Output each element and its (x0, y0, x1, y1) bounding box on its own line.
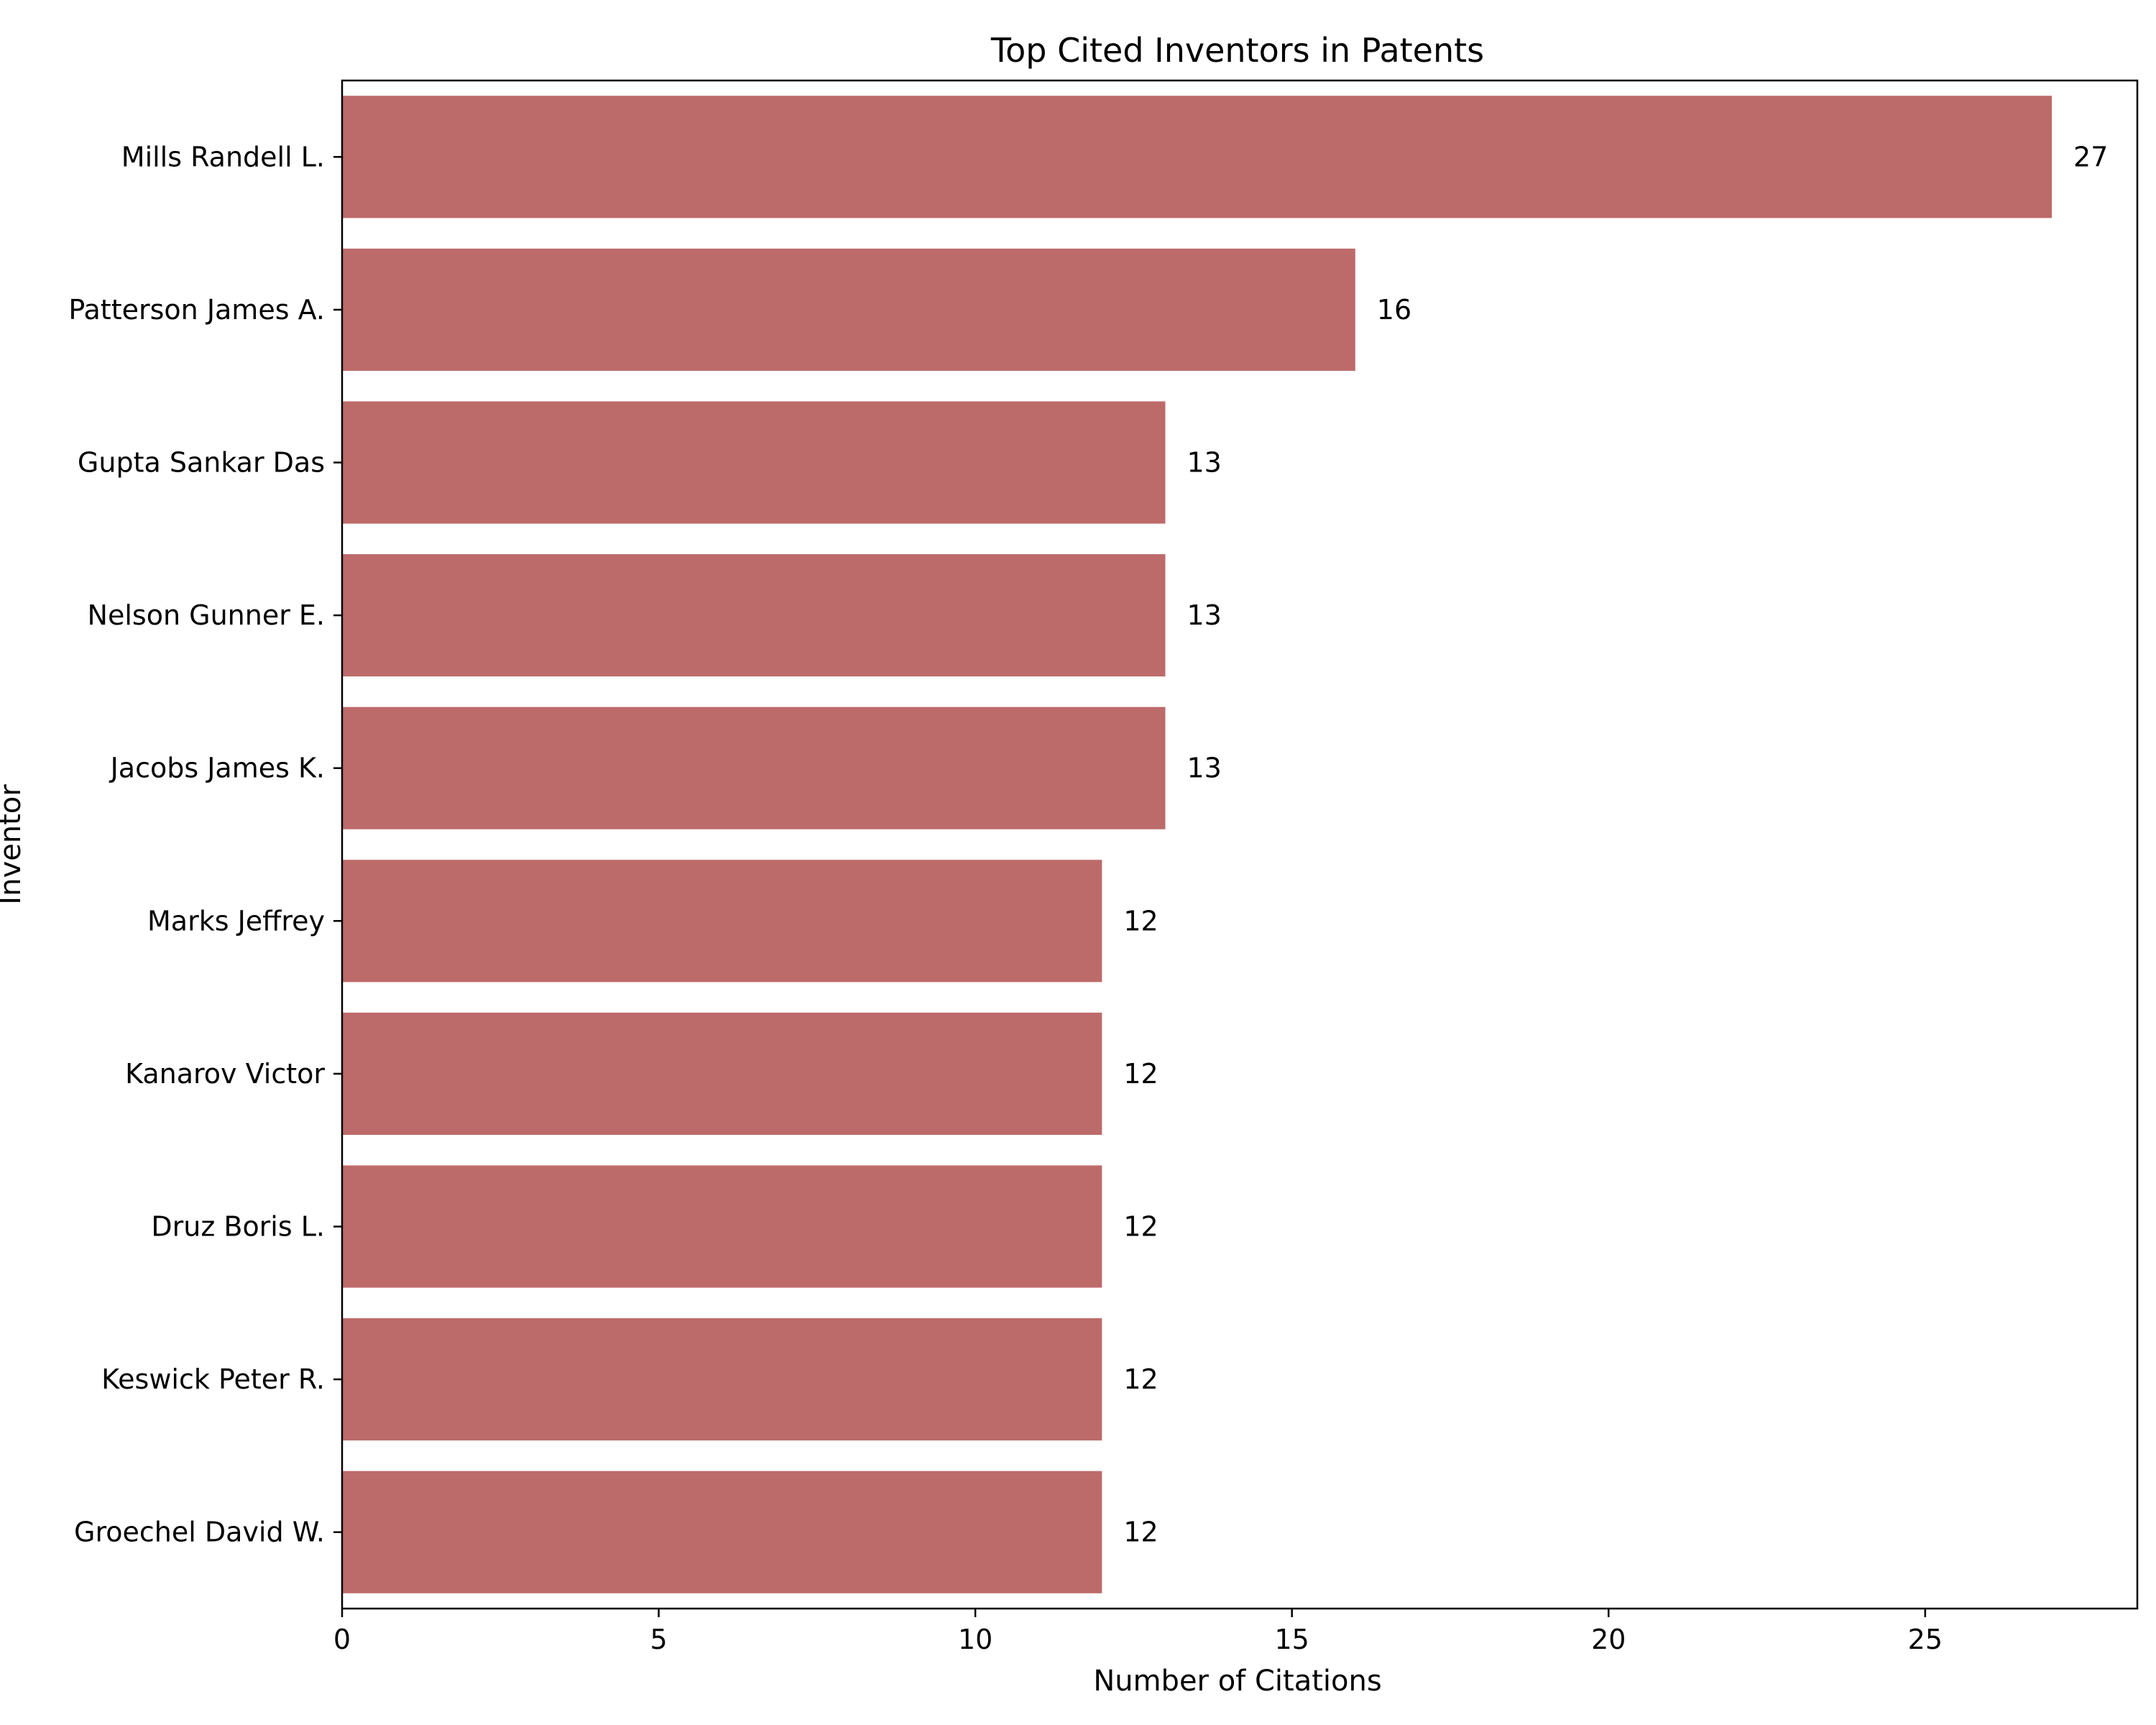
bar-value-label: 12 (1123, 1363, 1158, 1395)
bar (342, 1318, 1102, 1440)
y-tick-label: Gupta Sankar Das (78, 447, 325, 479)
chart-title: Top Cited Inventors in Patents (990, 31, 1484, 70)
bar-value-label: 13 (1187, 753, 1221, 784)
y-tick-label: Mills Randell L. (121, 141, 325, 172)
bar-value-label: 12 (1123, 1058, 1158, 1090)
x-axis-ticks: 0 5 10 15 20 25 (333, 1609, 1943, 1655)
bar (342, 860, 1102, 982)
y-tick-label: Groechel David W. (74, 1517, 325, 1548)
bar-value-label: 16 (1377, 294, 1411, 326)
bar-value-label: 13 (1187, 599, 1221, 631)
bar (342, 554, 1165, 676)
bar-value-label: 13 (1187, 447, 1221, 479)
bar-value-label: 12 (1123, 905, 1158, 937)
x-tick-label: 15 (1275, 1624, 1309, 1655)
y-tick-label: Nelson Gunner E. (88, 599, 325, 631)
x-axis-label: Number of Citations (1093, 1665, 1381, 1698)
y-axis-label: Inventor (0, 784, 27, 905)
bars-group (342, 96, 2052, 1593)
x-tick-label: 20 (1591, 1624, 1626, 1655)
bar (342, 401, 1165, 523)
bar (342, 249, 1355, 371)
x-tick-label: 0 (333, 1624, 351, 1655)
x-tick-label: 25 (1908, 1624, 1943, 1655)
y-tick-label: Kanarov Victor (125, 1058, 325, 1090)
x-tick-label: 5 (650, 1624, 667, 1655)
y-tick-label: Keswick Peter R. (101, 1363, 325, 1395)
bar-value-label: 12 (1123, 1211, 1158, 1243)
bar-value-label: 12 (1123, 1517, 1158, 1548)
y-tick-label: Marks Jeffrey (147, 905, 325, 937)
y-tick-label: Druz Boris L. (151, 1211, 325, 1243)
bar (342, 707, 1165, 829)
y-axis-ticks: Mills Randell L. Patterson James A. Gupta … (68, 141, 342, 1547)
bar (342, 1165, 1102, 1287)
bar (342, 1013, 1102, 1135)
y-tick-label: Jacobs James K. (109, 753, 325, 784)
bar (342, 96, 2052, 218)
bar-value-label: 27 (2073, 141, 2108, 172)
y-tick-label: Patterson James A. (68, 294, 325, 326)
x-tick-label: 10 (958, 1624, 992, 1655)
bar (342, 1471, 1102, 1593)
